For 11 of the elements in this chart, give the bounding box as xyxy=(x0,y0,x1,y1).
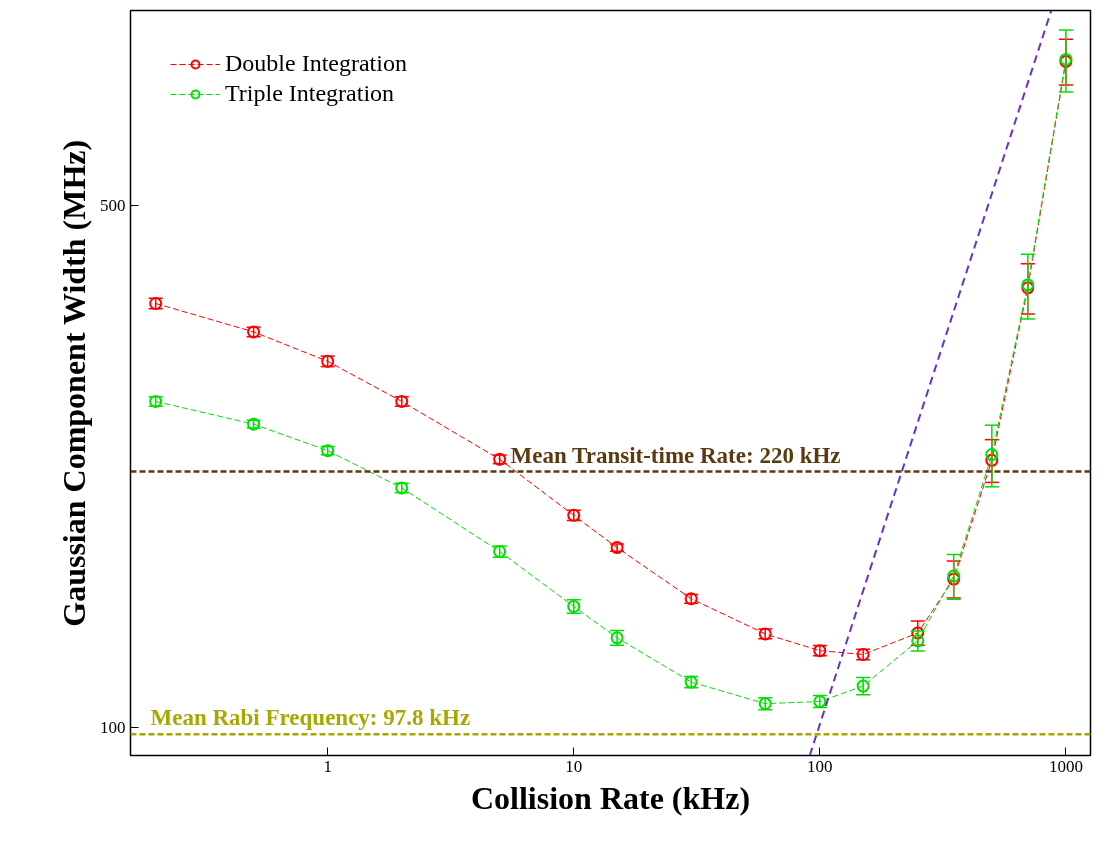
x-tick-label: 100 xyxy=(807,756,833,776)
x-tick-label: 1000 xyxy=(1048,756,1083,776)
ref-line-label: Mean Transit-time Rate: 220 kHz xyxy=(510,442,841,468)
y-tick-label: 500 xyxy=(100,196,126,216)
y-axis-title: Gaussian Component Width (MHz) xyxy=(56,139,92,627)
x-axis-title: Collision Rate (kHz) xyxy=(470,779,751,816)
legend-label: Double Integration xyxy=(225,50,407,77)
ref-line-label: Mean Rabi Frequency: 97.8 kHz xyxy=(150,705,471,731)
x-tick-label: 1 xyxy=(323,756,332,776)
x-tick-label: 10 xyxy=(565,756,583,776)
legend-label: Triple Integration xyxy=(225,80,395,107)
